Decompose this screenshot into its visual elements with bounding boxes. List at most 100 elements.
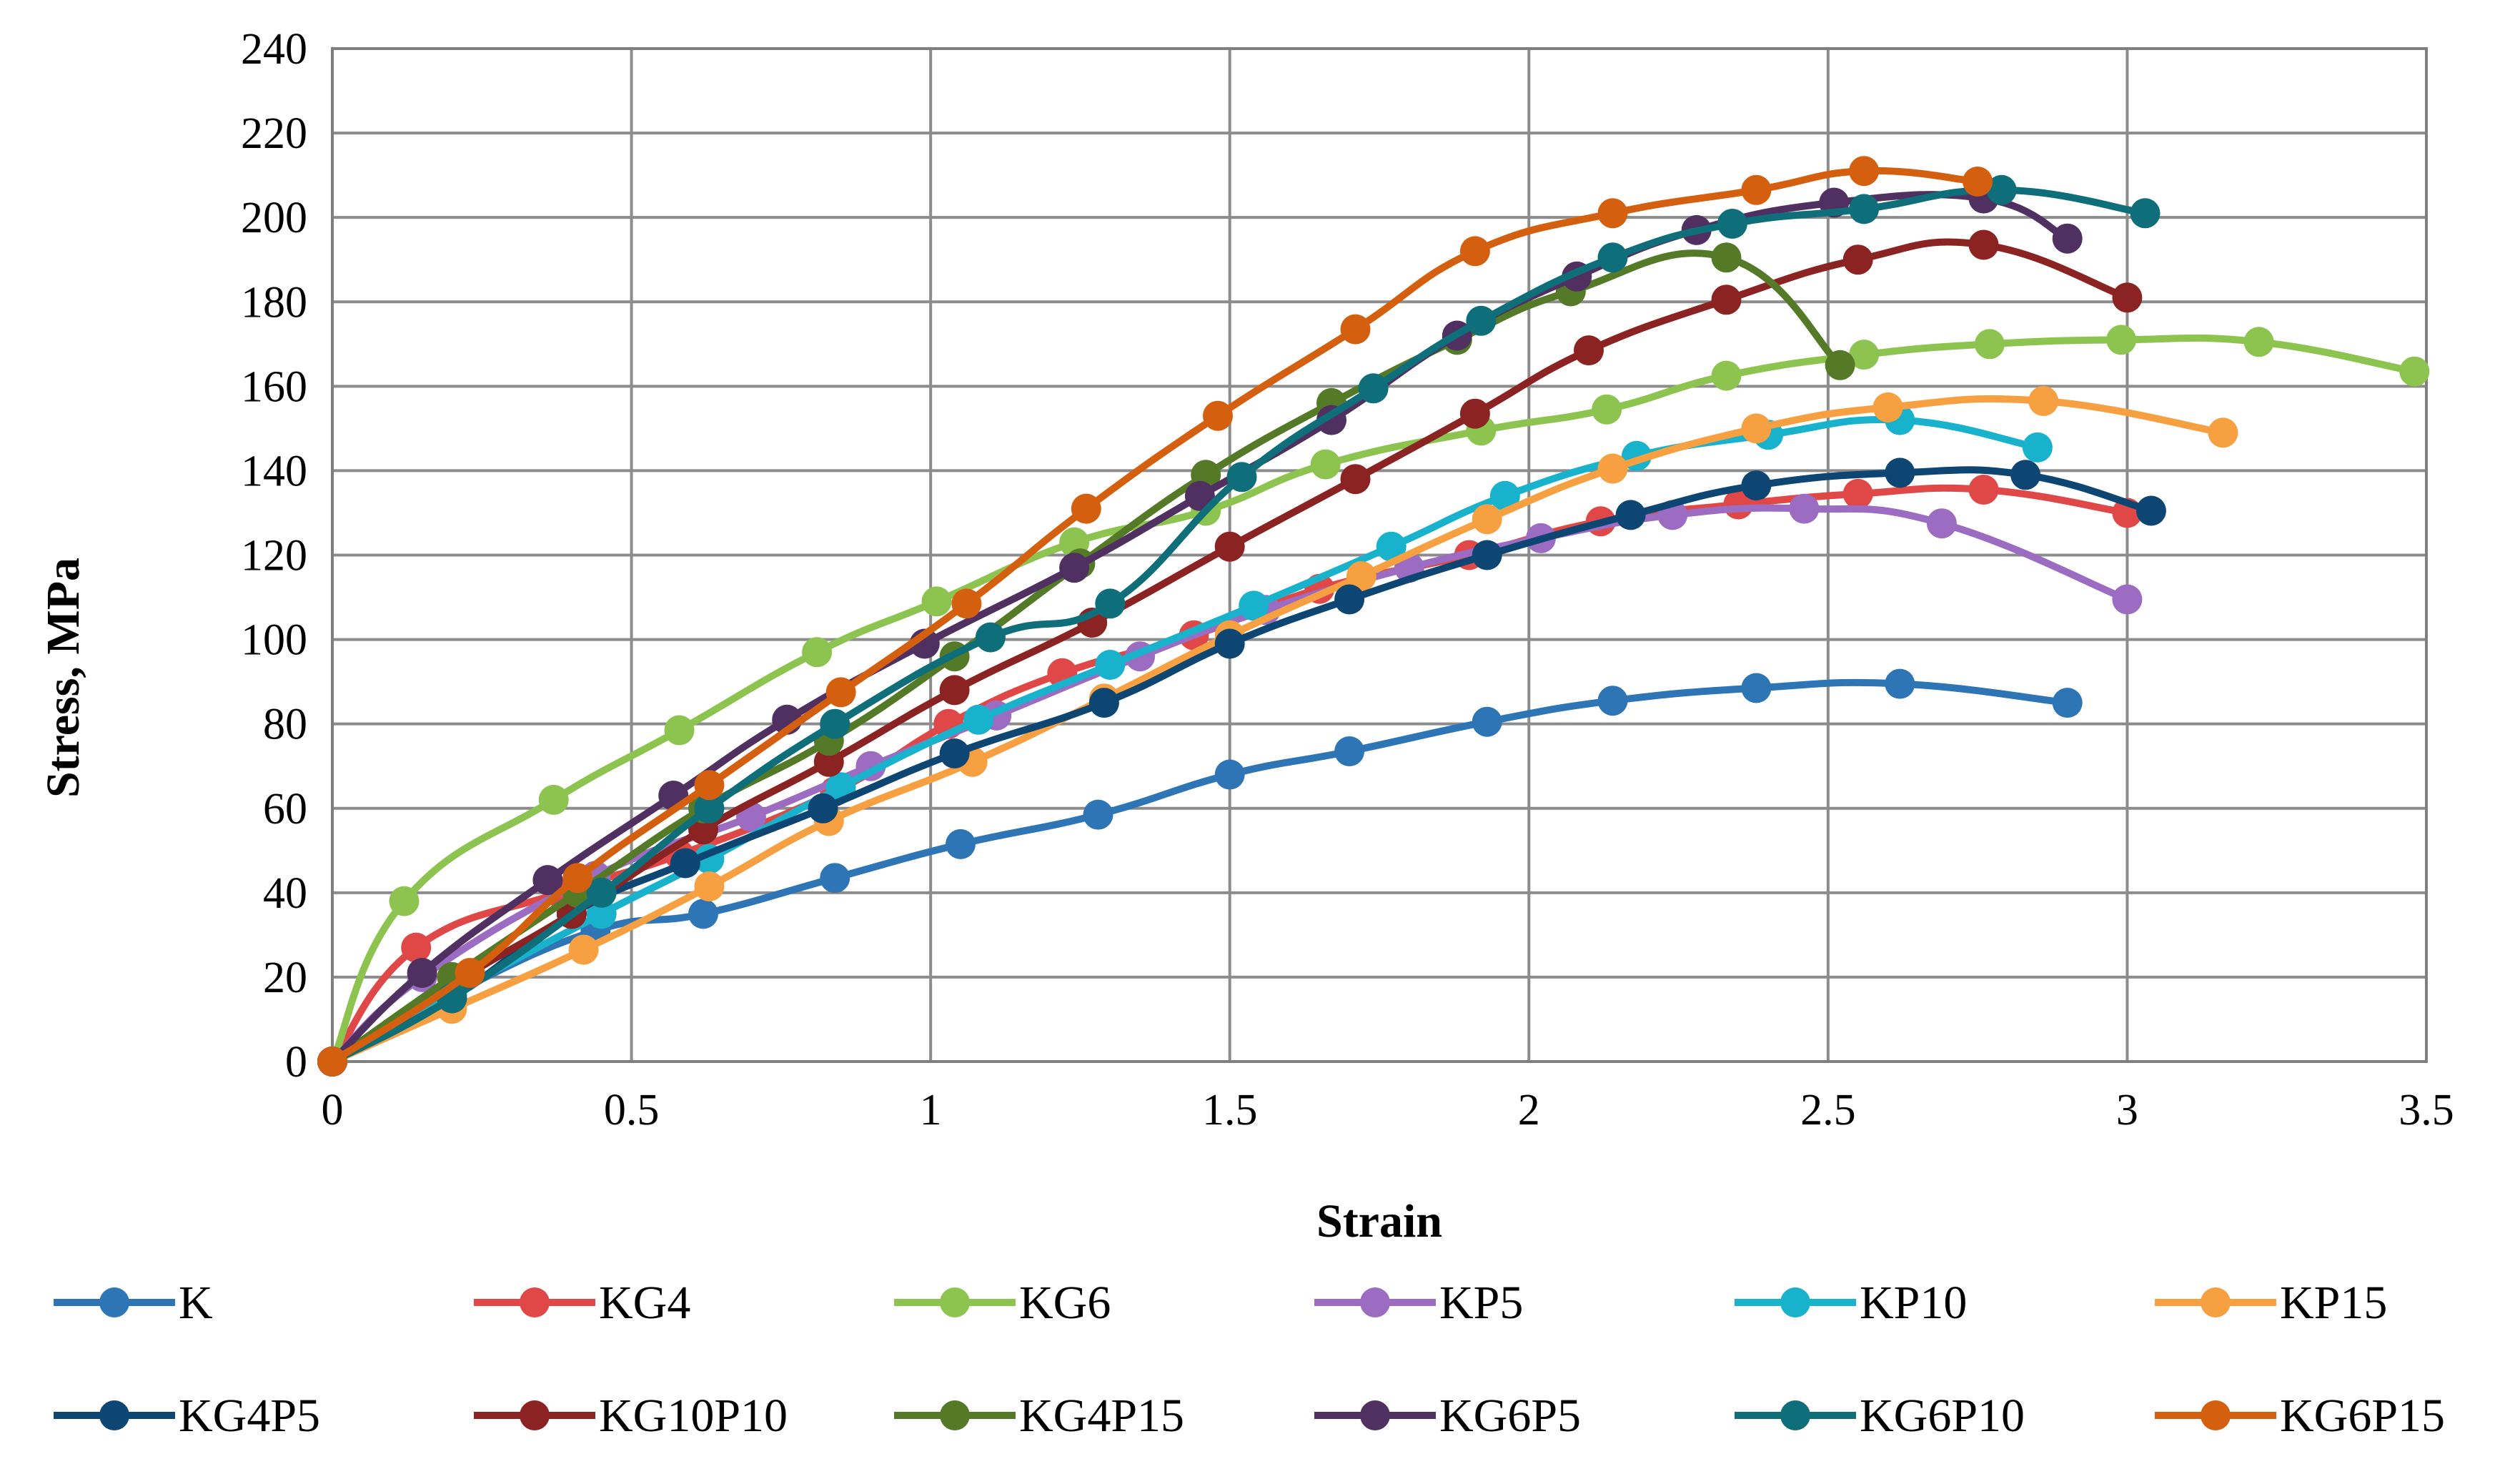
legend-label: KP5 <box>1439 1277 1523 1329</box>
data-point-kp15 <box>694 871 725 901</box>
legend-swatch-marker <box>2201 1400 2231 1430</box>
data-point-kg6 <box>1711 360 1742 391</box>
x-axis-title: Strain <box>1316 1195 1442 1247</box>
x-tick-label: 1.5 <box>1202 1086 1258 1134</box>
data-point-kg4 <box>401 932 432 963</box>
data-point-kg10p10 <box>1842 244 1873 275</box>
data-point-kg6p10 <box>820 708 850 739</box>
data-point-kg6p5 <box>1184 480 1215 511</box>
data-point-kp10 <box>1489 480 1520 511</box>
data-point-kg6p10 <box>1849 194 1880 224</box>
legend-label: KG6 <box>1019 1277 1111 1329</box>
legend-item-kg4p15: KG4P15 <box>894 1390 1184 1442</box>
y-tick-label: 160 <box>241 362 307 411</box>
data-point-k <box>820 863 850 894</box>
legend-item-k: K <box>54 1277 213 1329</box>
legend-item-kg6p5: KG6P5 <box>1314 1390 1581 1442</box>
data-point-k <box>2052 688 2083 718</box>
data-point-kp15 <box>1741 413 1772 444</box>
data-point-kg6p10 <box>1717 209 1747 239</box>
data-point-kg10p10 <box>813 746 844 777</box>
data-point-kp15 <box>1346 561 1376 591</box>
data-point-kp15 <box>1872 392 1903 422</box>
data-point-kg6p15 <box>1963 167 1993 197</box>
y-tick-label: 60 <box>263 785 307 834</box>
tick-labels: 0 20 40 60 80 100 120 140 160 180 200 220 240 0 0.5 1 1.… <box>241 25 2454 1134</box>
data-point-k <box>946 829 976 859</box>
data-point-kg6p10 <box>694 793 725 824</box>
data-point-kg6 <box>1592 394 1622 425</box>
data-point-kg6p10 <box>1986 174 2017 205</box>
data-point-kg4p5 <box>670 848 700 879</box>
legend-item-kp15: KP15 <box>2155 1277 2387 1329</box>
data-point-kp15 <box>1597 453 1628 484</box>
data-point-kg10p10 <box>1711 285 1742 315</box>
data-point-kg6p10 <box>1597 242 1628 273</box>
legend-label: KG10P10 <box>599 1390 788 1442</box>
legend-swatch-marker <box>1780 1400 1810 1430</box>
data-point-kg6p15 <box>1340 314 1371 345</box>
legend-swatch-marker <box>2201 1287 2231 1317</box>
data-point-kg4p5 <box>808 793 838 824</box>
legend-swatch-marker <box>1360 1400 1390 1430</box>
data-point-kg6p15 <box>1203 400 1233 431</box>
data-point-kp5 <box>2112 584 2143 615</box>
legend-swatch-marker <box>520 1287 550 1317</box>
y-tick-label: 140 <box>241 447 307 495</box>
legend-item-kg4p5: KG4P5 <box>54 1390 320 1442</box>
data-point-kg6 <box>921 586 952 617</box>
data-point-kg6 <box>2106 325 2137 355</box>
data-point-kg4p5 <box>1472 540 1502 570</box>
legend-swatch-marker <box>940 1400 970 1430</box>
legend-item-kp5: KP5 <box>1314 1277 1523 1329</box>
data-point-kg6p10 <box>1226 462 1257 493</box>
data-point-kg6 <box>538 784 569 815</box>
legend-label: KG6P5 <box>1439 1390 1581 1442</box>
data-point-kp10 <box>963 704 994 735</box>
data-point-kg6p15 <box>694 770 725 801</box>
data-point-kg10p10 <box>1459 398 1490 429</box>
data-point-kg6p15 <box>825 677 856 708</box>
data-point-kg10p10 <box>1340 464 1371 495</box>
data-point-kp5 <box>1789 493 1820 524</box>
x-tick-label: 2 <box>1518 1086 1540 1134</box>
data-point-kp10 <box>1239 590 1269 621</box>
legend-swatch-marker <box>520 1400 550 1430</box>
data-point-kg4 <box>1968 475 1999 505</box>
data-point-kp15 <box>1472 504 1502 535</box>
data-point-kg6p10 <box>2130 198 2161 229</box>
data-point-kg4p5 <box>1334 584 1365 615</box>
y-tick-label: 200 <box>241 194 307 242</box>
data-point-kg10p10 <box>1574 335 1604 366</box>
data-point-kg4p15 <box>1825 350 1855 380</box>
series-kg6p10 <box>317 174 2161 1077</box>
y-tick-label: 220 <box>241 109 307 158</box>
y-axis-title: Stress, MPa <box>37 558 89 798</box>
data-point-kg6p5 <box>532 865 563 896</box>
data-point-kg10p10 <box>2112 282 2143 313</box>
data-point-kg6p10 <box>1358 373 1389 404</box>
legend-label: KP15 <box>2280 1277 2387 1329</box>
series-kg6p15 <box>317 156 1993 1077</box>
data-point-kg6p15 <box>317 1047 347 1077</box>
x-tick-label: 3 <box>2116 1086 2138 1134</box>
data-point-kg4p15 <box>1711 242 1742 273</box>
data-point-kp15 <box>2208 417 2238 448</box>
y-tick-label: 80 <box>263 701 307 749</box>
legend-item-kg4: KG4 <box>474 1277 690 1329</box>
data-point-kg6 <box>1849 340 1880 370</box>
data-point-kg4p5 <box>1885 458 1915 488</box>
data-point-kg4p5 <box>2135 495 2166 526</box>
data-point-kg4p5 <box>1741 470 1772 501</box>
data-point-kg6 <box>2243 327 2274 357</box>
x-tick-label: 1 <box>920 1086 942 1134</box>
legend-swatch-marker <box>99 1287 129 1317</box>
data-point-k <box>1472 706 1502 737</box>
legend: K KG4 KG6 KP5 KP10 KP15 KG4P5 KG10P10 KG4P15 KG6P… <box>54 1277 2445 1442</box>
data-point-kg6 <box>389 886 420 916</box>
data-point-kg6p15 <box>1459 236 1490 267</box>
data-point-kg6 <box>1974 329 2005 360</box>
y-tick-label: 40 <box>263 869 307 918</box>
series-line-kg6p10 <box>329 186 2149 1065</box>
